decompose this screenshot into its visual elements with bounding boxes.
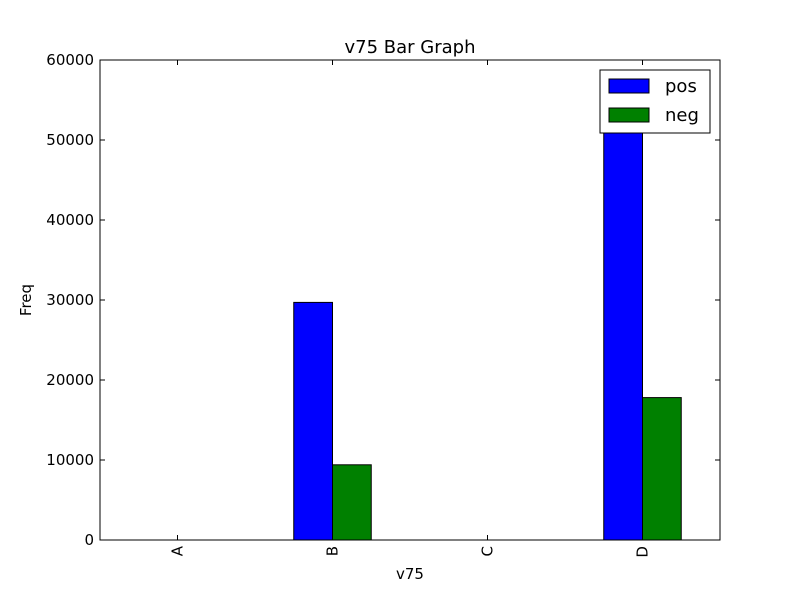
legend: pos neg bbox=[599, 69, 711, 134]
bar-neg-D bbox=[642, 397, 682, 541]
legend-label-pos: pos bbox=[665, 76, 697, 97]
y-tick-label: 40000 bbox=[46, 211, 94, 229]
legend-swatch-neg bbox=[608, 107, 650, 123]
legend-swatch-pos bbox=[608, 78, 650, 94]
y-axis-ticks: 0 10000 20000 30000 40000 50000 60000 bbox=[46, 51, 720, 549]
y-axis-label: Freq bbox=[17, 284, 35, 316]
y-tick-label: 50000 bbox=[46, 131, 94, 149]
bar-neg-B bbox=[332, 464, 372, 541]
bars-group bbox=[293, 108, 682, 541]
chart-title: v75 Bar Graph bbox=[345, 37, 476, 58]
y-tick-label: 60000 bbox=[46, 51, 94, 69]
y-tick-label: 30000 bbox=[46, 291, 94, 309]
x-tick-label: B bbox=[324, 546, 342, 556]
x-tick-label: C bbox=[479, 546, 497, 556]
bar-pos-D bbox=[603, 108, 643, 541]
bar-pos-B bbox=[293, 301, 333, 541]
legend-label-neg: neg bbox=[665, 105, 699, 126]
x-tick-label: A bbox=[169, 545, 187, 556]
plot-area-frame bbox=[99, 59, 721, 541]
y-tick-label: 20000 bbox=[46, 371, 94, 389]
x-axis-label: v75 bbox=[396, 565, 424, 583]
y-tick-label: 10000 bbox=[46, 451, 94, 469]
x-tick-label: D bbox=[634, 546, 652, 558]
y-tick-label: 0 bbox=[84, 531, 94, 549]
